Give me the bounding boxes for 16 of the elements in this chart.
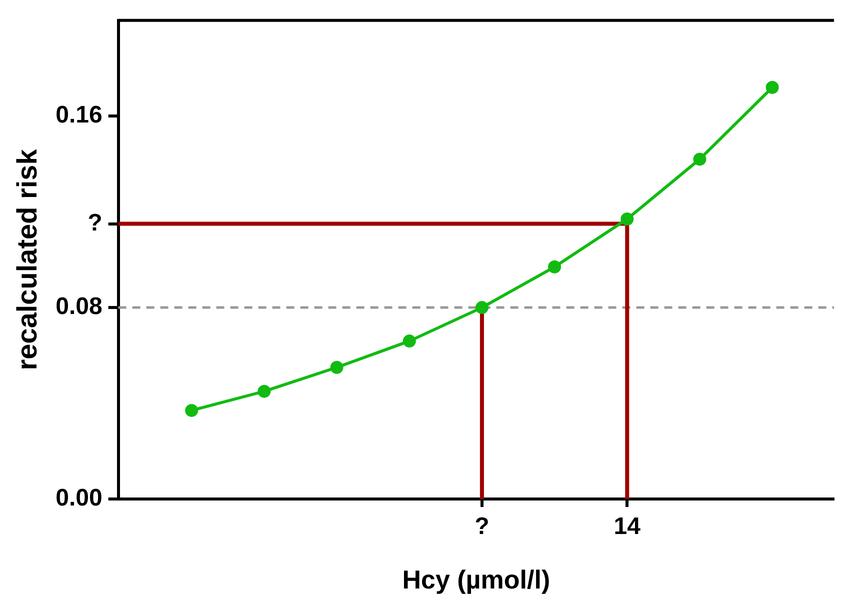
point <box>766 80 779 94</box>
x-tick-label: 14 <box>614 513 642 540</box>
y-tick-label: 0.00 <box>56 484 102 512</box>
y-tick-label: ? <box>88 209 102 236</box>
point <box>185 404 198 417</box>
y-axis-title: recalculated risk <box>12 148 43 370</box>
point <box>620 212 634 226</box>
point <box>258 384 271 398</box>
point <box>475 301 488 314</box>
point <box>402 334 416 348</box>
y-tick-label: 0.08 <box>56 293 102 320</box>
x-axis-title: Hcy (µmol/l) <box>402 564 550 595</box>
point <box>330 360 344 374</box>
point <box>548 260 562 274</box>
point <box>693 152 706 166</box>
y-tick-label: 0.16 <box>56 102 102 129</box>
